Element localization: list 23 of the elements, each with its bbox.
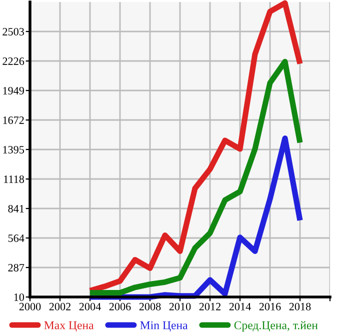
x-tick-label: 2010 — [169, 302, 191, 310]
x-tick-label: 2002 — [49, 302, 70, 310]
x-tick-label: 2004 — [79, 302, 101, 310]
x-tick-label: 2014 — [229, 302, 251, 310]
y-tick-label: 841 — [8, 204, 24, 212]
y-tick-label: 2226 — [2, 57, 24, 65]
legend-label: Сред.Цена, т.йен — [234, 321, 318, 332]
y-tick-label: 1672 — [3, 116, 24, 124]
y-tick-label: 287 — [8, 264, 24, 272]
y-tick-label: 1949 — [3, 86, 24, 94]
y-tick-label: 1395 — [3, 146, 24, 154]
x-tick-label: 2012 — [199, 302, 220, 310]
x-tick-label: 2006 — [109, 302, 131, 310]
x-tick-label: 2016 — [259, 302, 281, 310]
x-tick-label: 2000 — [19, 302, 41, 310]
legend-label: Max Цена — [44, 321, 94, 332]
y-tick-label: 1118 — [4, 175, 24, 183]
y-tick-label: 10 — [14, 293, 24, 301]
y-tick-label: 564 — [8, 234, 24, 242]
y-tick-label: 2503 — [2, 28, 24, 36]
x-tick-label: 2018 — [289, 302, 311, 310]
legend-label: Min Цена — [140, 321, 188, 332]
x-tick-label: 2008 — [139, 302, 161, 310]
